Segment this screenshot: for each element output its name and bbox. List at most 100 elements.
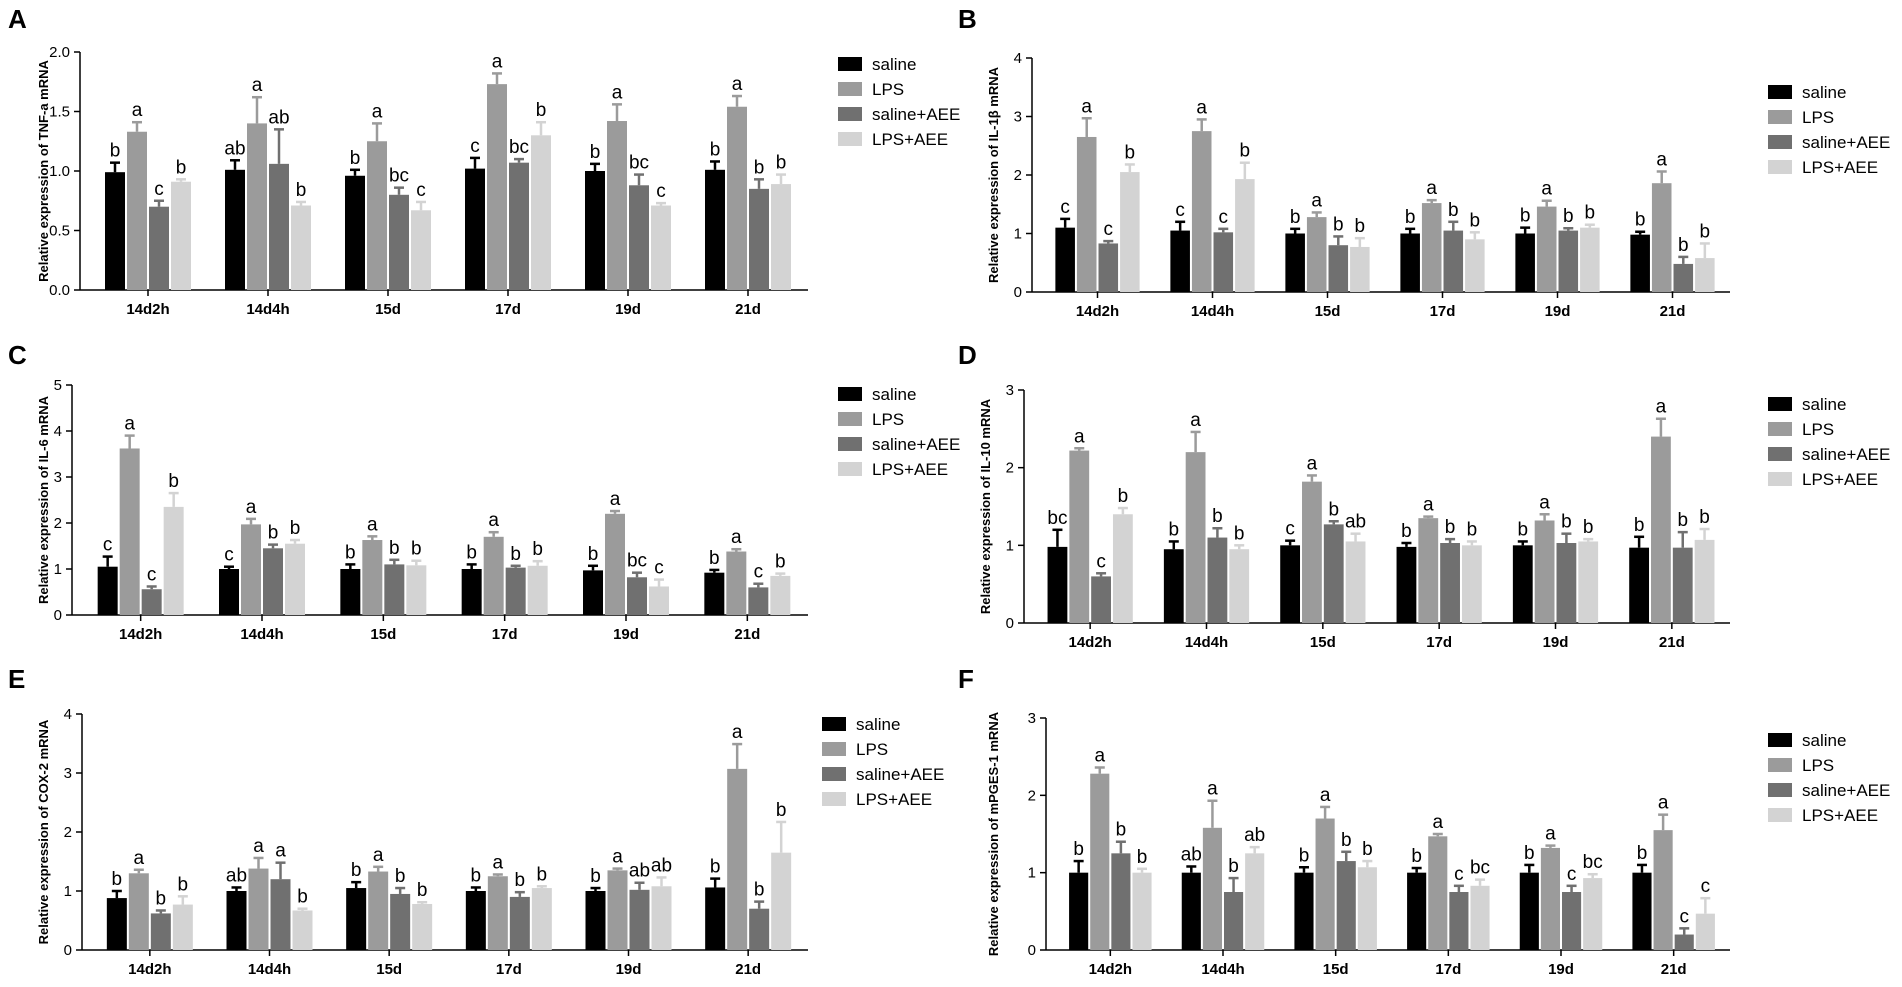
bar-lps — [483, 536, 504, 615]
legend-swatch — [1768, 160, 1792, 174]
significance-label: a — [1541, 179, 1552, 200]
category-label: 14d4h — [1201, 961, 1244, 978]
legend-swatch — [838, 57, 862, 71]
legend-label: saline+AEE — [872, 435, 960, 454]
bar-lps-aee — [1245, 853, 1265, 950]
legend-swatch — [1768, 422, 1792, 436]
bar-lps-aee — [1112, 514, 1133, 623]
category-label: 14d2h — [1076, 303, 1119, 320]
legend-swatch — [838, 82, 862, 96]
y-tick-label: 0.0 — [49, 282, 70, 299]
significance-label: a — [1426, 178, 1437, 199]
legend-swatch — [1768, 85, 1792, 99]
bar-saline — [705, 887, 726, 950]
significance-label: b — [515, 870, 526, 891]
significance-label: b — [1401, 521, 1412, 542]
legend-label: saline — [1802, 83, 1846, 102]
significance-label: a — [252, 75, 263, 96]
significance-label: b — [776, 800, 787, 821]
significance-label: b — [1362, 839, 1373, 860]
legend-label: LPS+AEE — [872, 460, 948, 479]
significance-label: b — [351, 860, 362, 881]
bar-saline — [226, 891, 247, 950]
y-tick-label: 1 — [54, 561, 62, 578]
bar-lps — [1418, 518, 1439, 623]
significance-label: ab — [1244, 825, 1265, 846]
bar-lps — [1428, 836, 1448, 950]
significance-label: a — [612, 82, 623, 103]
y-axis-label: Relative expression of IL-1β mRNA — [986, 66, 1001, 283]
legend-label: saline+AEE — [1802, 133, 1890, 152]
significance-label: b — [1467, 519, 1478, 540]
significance-label: a — [253, 836, 264, 857]
significance-label: b — [1333, 214, 1344, 235]
bar-saline-aee — [1207, 537, 1228, 623]
category-label: 19d — [616, 961, 642, 978]
significance-label: bc — [1583, 852, 1603, 873]
bar-saline — [1170, 230, 1190, 292]
bar-saline — [585, 891, 606, 950]
bar-lps-aee — [292, 910, 313, 950]
bar-saline — [1396, 546, 1417, 623]
significance-label: a — [493, 852, 504, 873]
significance-label: b — [537, 864, 548, 885]
bar-lps-aee — [1580, 227, 1600, 292]
significance-label: b — [1405, 207, 1416, 228]
y-tick-label: 1 — [1014, 226, 1022, 243]
significance-label: b — [411, 539, 422, 560]
significance-label: a — [1074, 426, 1085, 447]
y-tick-label: 2.0 — [49, 44, 70, 61]
significance-label: a — [1196, 97, 1207, 118]
significance-label: bc — [629, 153, 649, 174]
significance-label: a — [124, 414, 135, 435]
significance-label: b — [290, 518, 301, 539]
bar-lps-aee — [171, 181, 191, 290]
significance-label: b — [168, 471, 179, 492]
significance-label: a — [1432, 812, 1443, 833]
bar-saline — [1519, 872, 1539, 950]
significance-label: c — [1104, 219, 1114, 240]
significance-label: b — [1677, 510, 1688, 531]
significance-label: b — [710, 857, 721, 878]
bar-lps-aee — [1695, 258, 1715, 292]
bar-lps-aee — [1357, 867, 1377, 950]
bar-lps — [726, 551, 747, 615]
bar-lps-aee — [1345, 541, 1366, 623]
significance-label: b — [510, 544, 521, 565]
significance-label: b — [1240, 141, 1251, 162]
bar-lps — [1421, 203, 1442, 292]
bar-saline-aee — [270, 879, 291, 950]
significance-label: b — [389, 538, 400, 559]
bar-saline-aee — [384, 564, 405, 615]
significance-label: a — [134, 848, 145, 869]
bar-lps — [607, 870, 628, 950]
significance-label: b — [754, 880, 765, 901]
significance-label: a — [610, 489, 621, 510]
bar-lps — [1185, 452, 1206, 623]
bar-lps-aee — [651, 205, 671, 290]
legend-swatch — [1768, 447, 1792, 461]
significance-label: b — [1634, 515, 1645, 536]
category-label: 19d — [1543, 634, 1569, 651]
bar-saline-aee — [509, 896, 530, 950]
y-tick-label: 4 — [54, 423, 62, 440]
y-axis-label: Relative expression of IL-10 mRNA — [978, 398, 993, 614]
bar-saline-aee — [1556, 543, 1577, 623]
bar-saline-aee — [263, 548, 283, 615]
significance-label: ab — [629, 861, 650, 882]
significance-label: c — [1285, 519, 1295, 540]
significance-label: b — [297, 887, 308, 908]
y-tick-label: 1.5 — [49, 104, 70, 121]
category-label: 21d — [1661, 961, 1687, 978]
significance-label: c — [416, 180, 426, 201]
legend-swatch — [822, 717, 846, 731]
bar-lps-aee — [527, 565, 548, 615]
significance-label: a — [1423, 495, 1434, 516]
significance-label: b — [1328, 499, 1339, 520]
bar-saline-aee — [749, 908, 770, 950]
significance-label: b — [1290, 207, 1301, 228]
bar-saline-aee — [1558, 230, 1579, 292]
bar-saline-aee — [1336, 861, 1356, 950]
significance-label: a — [1207, 779, 1218, 800]
category-label: 14d2h — [119, 626, 162, 643]
